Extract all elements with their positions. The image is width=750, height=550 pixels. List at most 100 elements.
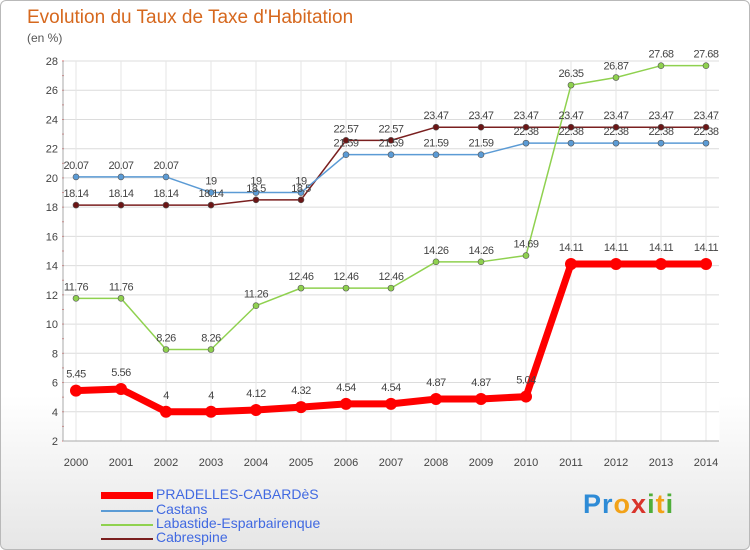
data-label: 18.14: [153, 188, 178, 200]
data-point: [252, 189, 260, 196]
data-point: [72, 295, 80, 302]
data-label: 4.54: [336, 382, 356, 394]
data-label: 23.47: [468, 110, 493, 122]
data-label: 23.47: [648, 110, 673, 122]
data-label: 8.26: [156, 333, 176, 345]
data-point: [657, 123, 665, 131]
data-point: [657, 62, 665, 69]
y-tick-label: 14: [46, 261, 58, 273]
data-label: 12.46: [378, 271, 403, 283]
data-point: [702, 62, 710, 69]
data-label: 12.46: [333, 271, 358, 283]
data-point: [612, 139, 620, 147]
data-label: 11.26: [244, 289, 269, 301]
data-point: [207, 201, 215, 209]
data-label: 18.14: [108, 188, 133, 200]
data-label: 19: [205, 176, 217, 188]
data-label: 20.07: [108, 160, 133, 172]
data-point: [387, 284, 395, 292]
data-point: [297, 189, 305, 196]
data-point: [565, 258, 577, 271]
data-point: [432, 258, 440, 266]
data-point: [432, 151, 440, 158]
x-tick-label: 2014: [694, 457, 718, 469]
data-point: [117, 295, 125, 302]
y-tick-label: 18: [46, 202, 58, 214]
data-point: [207, 189, 215, 196]
x-tick-label: 2006: [334, 457, 358, 469]
data-label: 23.47: [513, 110, 538, 122]
legend-label: Castans: [156, 501, 208, 517]
data-label: 5.04: [516, 375, 536, 387]
x-tick-label: 2005: [289, 457, 313, 469]
data-point: [295, 401, 307, 414]
y-tick-label: 4: [52, 407, 58, 419]
data-label: 23.47: [693, 110, 718, 122]
data-point: [567, 123, 575, 131]
y-tick-label: 28: [46, 56, 58, 68]
data-label: 23.47: [558, 110, 583, 122]
data-label: 20.07: [153, 160, 178, 172]
data-label: 14.26: [468, 245, 493, 257]
data-point: [700, 258, 712, 271]
y-tick-label: 24: [46, 114, 58, 126]
data-point: [342, 137, 350, 144]
data-label: 21.59: [423, 138, 448, 150]
unit-label: (en %): [27, 31, 63, 45]
data-label: 22.38: [558, 126, 583, 138]
data-point: [387, 137, 395, 144]
data-label: 5.56: [111, 367, 131, 379]
data-label: 19: [295, 176, 307, 188]
data-point: [702, 139, 710, 147]
data-point: [477, 151, 485, 158]
data-label: 4.87: [471, 377, 491, 389]
proxiti-logo: Proxiti: [583, 489, 674, 520]
x-tick-label: 2008: [424, 457, 448, 469]
data-point: [702, 123, 710, 131]
data-label: 21.59: [333, 138, 358, 150]
data-label: 26.87: [603, 61, 628, 73]
data-label: 14.11: [604, 242, 629, 254]
data-point: [522, 123, 530, 131]
data-label: 22.38: [513, 126, 538, 138]
data-point: [477, 258, 485, 266]
data-label: 12.46: [288, 271, 313, 283]
data-point: [655, 258, 667, 271]
legend-swatch: [101, 492, 153, 499]
y-tick-label: 10: [46, 319, 58, 331]
data-label: 14.11: [649, 242, 674, 254]
legend-label: PRADELLES-CABARDèS: [156, 486, 319, 502]
data-point: [432, 123, 440, 131]
data-label: 22.38: [603, 126, 628, 138]
x-tick-label: 2013: [649, 457, 673, 469]
legend-label: Labastide-Esparbairenque: [156, 515, 321, 531]
legend-label: Cabrespine: [156, 529, 228, 545]
data-point: [475, 393, 487, 406]
y-tick-label: 2: [52, 436, 58, 448]
y-tick-label: 16: [46, 231, 58, 243]
data-point: [385, 397, 397, 410]
data-point: [117, 201, 125, 209]
data-point: [342, 151, 350, 158]
logo-letter: i: [665, 489, 675, 519]
data-label: 8.26: [201, 333, 221, 345]
data-point: [612, 123, 620, 131]
data-label: 14.26: [423, 245, 448, 257]
data-point: [70, 384, 82, 397]
data-point: [250, 404, 262, 417]
x-tick-label: 2007: [379, 457, 403, 469]
data-label: 18.5: [291, 183, 311, 195]
data-point: [612, 74, 620, 81]
data-point: [297, 284, 305, 292]
y-tick-label: 20: [46, 173, 58, 185]
data-label: 22.38: [648, 126, 673, 138]
data-point: [162, 173, 170, 181]
y-tick-label: 12: [46, 290, 58, 302]
logo-letter: t: [655, 489, 666, 519]
data-label: 20.07: [63, 160, 88, 172]
data-label: 4: [208, 390, 214, 402]
x-tick-label: 2002: [154, 457, 178, 469]
data-label: 14.11: [694, 242, 719, 254]
data-label: 23.47: [603, 110, 628, 122]
data-point: [72, 173, 80, 181]
